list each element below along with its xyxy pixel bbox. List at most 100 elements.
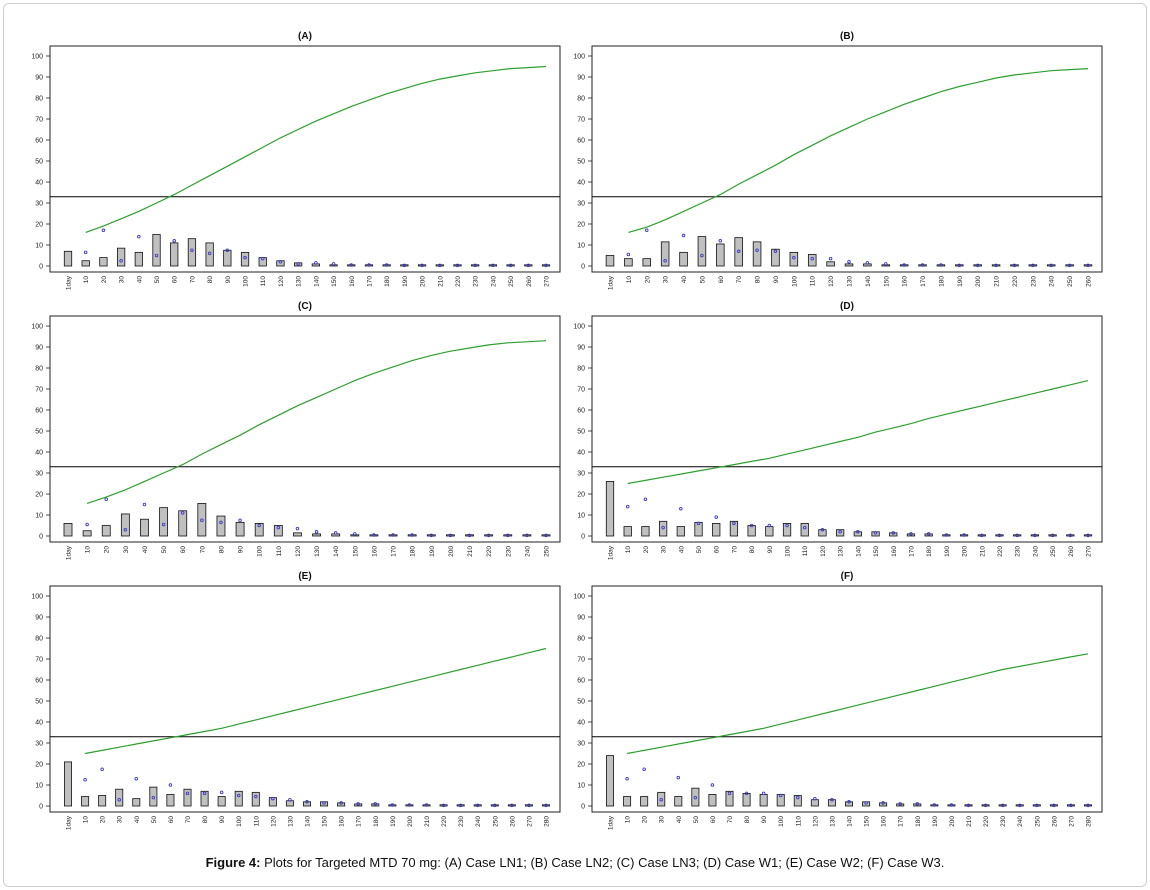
bar	[991, 264, 1001, 267]
x-tick-label: 170	[898, 816, 905, 827]
bar	[64, 761, 72, 807]
x-tick-label: 240	[524, 546, 531, 557]
bar	[623, 526, 632, 537]
bar	[258, 257, 267, 267]
bar	[400, 264, 409, 267]
y-tick-label: 10	[35, 513, 43, 520]
y-tick-label: 100	[573, 324, 585, 331]
bar	[782, 523, 792, 537]
bar	[771, 248, 780, 267]
y-tick-label: 10	[35, 783, 43, 790]
x-tick-label: 40	[681, 276, 688, 284]
point	[847, 260, 851, 264]
bar	[660, 241, 670, 267]
x-tick-label: 140	[333, 546, 340, 557]
bar	[99, 257, 108, 267]
x-tick-label: 180	[926, 546, 933, 557]
x-tick-label: 230	[458, 816, 465, 827]
point	[544, 803, 548, 808]
bar	[134, 251, 143, 267]
x-tick-label: 80	[207, 276, 214, 284]
x-tick-label: 210	[467, 546, 474, 557]
y-tick-label: 80	[35, 96, 43, 103]
point	[493, 803, 497, 808]
point	[238, 518, 242, 523]
y-tick-label: 0	[581, 534, 585, 541]
point	[486, 533, 491, 538]
plot-frame	[591, 585, 1103, 813]
x-tick-label: 100	[791, 276, 798, 287]
x-tick-label: 100	[257, 546, 264, 557]
bar	[471, 264, 480, 267]
bar	[818, 529, 827, 537]
x-tick-label: 230	[1030, 276, 1037, 287]
bar	[473, 804, 482, 807]
point	[391, 533, 395, 537]
cumulative-curve	[86, 340, 547, 504]
x-tick-label: 190	[932, 816, 939, 827]
point	[339, 801, 343, 805]
point	[696, 521, 701, 526]
x-tick-label: 1day	[608, 275, 615, 290]
x-tick-label: 50	[161, 546, 168, 554]
point	[810, 256, 814, 261]
x-tick-label: 160	[339, 816, 346, 827]
bar	[503, 534, 513, 537]
point	[1033, 533, 1037, 538]
y-tick-label: 70	[577, 657, 585, 664]
x-tick-label: 120	[828, 276, 835, 287]
point	[134, 776, 139, 781]
point	[659, 797, 663, 802]
x-tick-label: 160	[349, 276, 356, 287]
x-tick-label: 130	[829, 816, 836, 827]
bar	[776, 794, 785, 807]
bar	[964, 804, 973, 807]
x-tick-label: 210	[437, 276, 444, 287]
x-tick-label: 70	[199, 546, 206, 554]
x-tick-label: 150	[864, 816, 871, 827]
point	[873, 531, 878, 535]
x-tick-label: 280	[544, 816, 551, 827]
bar	[1084, 804, 1092, 807]
plot-frame	[49, 585, 561, 813]
x-tick-label: 60	[168, 816, 175, 824]
point	[1031, 263, 1035, 268]
x-tick-label: 1day	[66, 275, 73, 290]
x-tick-label: 90	[761, 816, 768, 824]
x-tick-label: 110	[810, 276, 817, 287]
point	[402, 263, 407, 268]
point	[100, 767, 104, 772]
point	[257, 523, 261, 528]
point	[1050, 533, 1055, 538]
y-tick-label: 40	[35, 450, 43, 457]
x-tick-label: 200	[407, 816, 414, 827]
bar	[691, 787, 700, 807]
bar	[1010, 264, 1019, 267]
bar	[187, 238, 197, 267]
point	[1052, 803, 1056, 808]
x-tick-label: 170	[391, 546, 398, 557]
cumulative-curve	[84, 647, 547, 755]
x-tick-label: 20	[642, 816, 649, 824]
bar	[955, 264, 964, 267]
bar	[679, 251, 688, 267]
point	[356, 802, 360, 806]
point	[625, 504, 630, 509]
point	[288, 797, 292, 802]
point	[83, 250, 88, 255]
x-tick-label: 10	[625, 546, 632, 554]
point	[407, 803, 412, 807]
bar	[542, 804, 550, 807]
point	[117, 797, 121, 802]
x-tick-label: 90	[219, 816, 226, 824]
point	[83, 778, 87, 782]
x-tick-label: 220	[997, 546, 1004, 557]
y-tick-label: 70	[577, 387, 585, 394]
x-tick-label: 240	[475, 816, 482, 827]
chart-title: (F)	[841, 571, 854, 582]
bar	[1013, 534, 1022, 537]
bar	[115, 788, 124, 807]
x-tick-label: 130	[838, 546, 845, 557]
x-tick-label: 20	[104, 546, 111, 554]
figure-caption: Figure 4: Plots for Targeted MTD 70 mg: …	[0, 855, 1150, 870]
